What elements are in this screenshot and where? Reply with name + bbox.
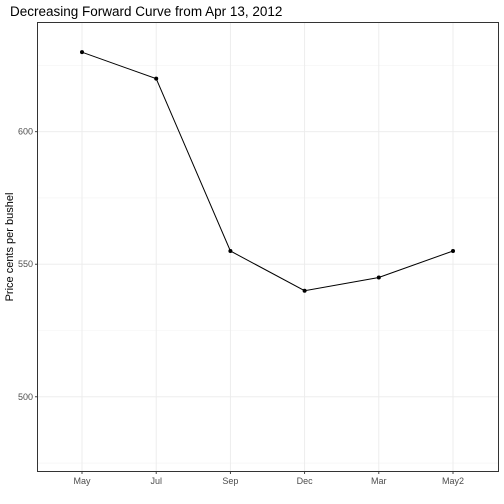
y-tick-label: 600: [18, 127, 33, 137]
x-tick-label: Dec: [297, 476, 314, 486]
data-point: [154, 76, 159, 81]
data-point: [228, 248, 233, 253]
x-tick-label: Mar: [371, 476, 387, 486]
x-tick-label: May2: [442, 476, 464, 486]
x-tick-label: Sep: [222, 476, 238, 486]
x-tick-label: Jul: [150, 476, 162, 486]
y-tick-label: 550: [18, 259, 33, 269]
plot-panel-border: [37, 22, 499, 472]
x-tick-label: May: [73, 476, 91, 486]
data-point: [451, 248, 455, 253]
y-axis-title: Price cents per bushel: [4, 193, 16, 302]
chart-title: Decreasing Forward Curve from Apr 13, 20…: [10, 4, 282, 19]
data-point: [302, 288, 307, 293]
series-line: [81, 51, 454, 292]
y-tick-label: 500: [18, 392, 33, 402]
data-point: [376, 275, 381, 280]
data-point: [80, 50, 84, 55]
axes: 500 550 600 May Jul Sep Dec Mar May2: [18, 127, 464, 486]
grid-lines: [38, 23, 498, 471]
series-layer: [80, 50, 455, 293]
